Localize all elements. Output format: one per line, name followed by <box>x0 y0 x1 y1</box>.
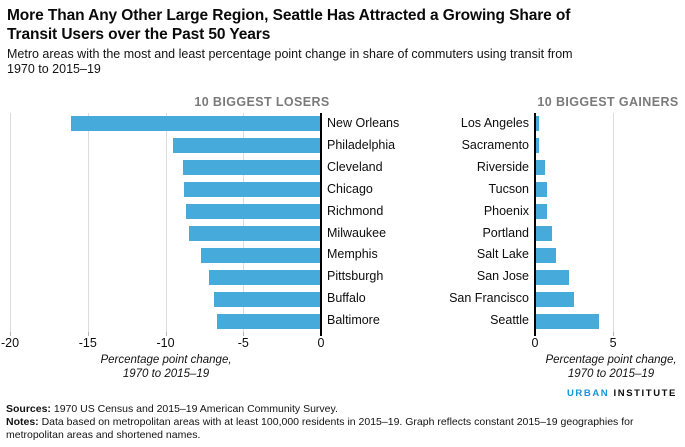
bar-pittsburgh <box>209 269 321 285</box>
losers-panel-title: 10 BIGGEST LOSERS <box>194 95 330 109</box>
bar-chicago <box>184 182 321 198</box>
category-label: Pittsburgh <box>327 269 384 284</box>
losers-category-labels: New Orleans Philadelphia Cleveland Chicago R… <box>327 113 422 332</box>
category-label: Seattle <box>490 313 529 328</box>
tick-mark <box>534 332 536 336</box>
x-tick-label: 0 <box>317 336 325 350</box>
bar-san-jose <box>536 269 569 285</box>
logo-urban-text: URBAN <box>566 388 610 399</box>
category-label: Chicago <box>327 181 373 196</box>
tick-mark <box>87 332 89 336</box>
x-tick-label: 0 <box>531 336 539 350</box>
bar-sacramento <box>536 138 540 154</box>
bar-philadelphia <box>173 138 321 154</box>
category-label: Buffalo <box>327 291 366 306</box>
bar-phoenix <box>536 204 547 220</box>
category-label: Los Angeles <box>460 116 529 130</box>
gridline <box>10 113 11 332</box>
bar-milwaukee <box>188 225 321 241</box>
bar-riverside <box>536 160 546 176</box>
bar-los-angeles <box>536 116 540 132</box>
sources-line: Sources: 1970 US Census and 2015–19 Amer… <box>6 403 642 416</box>
bar-baltimore <box>216 313 321 329</box>
category-label: Cleveland <box>327 159 383 174</box>
notes-label: Notes: <box>6 416 39 428</box>
gridline <box>243 113 245 332</box>
category-label: Philadelphia <box>327 137 396 152</box>
category-label: Sacramento <box>461 137 529 152</box>
zero-axis-line <box>534 113 536 332</box>
category-label: Baltimore <box>327 313 380 328</box>
tick-mark <box>320 332 322 336</box>
tick-mark <box>10 332 11 336</box>
chart-title: More Than Any Other Large Region, Seattl… <box>7 6 679 44</box>
chart-subtitle-line1: Metro areas with the most and least perc… <box>7 47 573 61</box>
zero-axis-line <box>320 113 322 332</box>
category-label: Salt Lake <box>476 247 529 262</box>
bar-new-orleans <box>70 116 321 132</box>
category-label: San Francisco <box>449 291 529 306</box>
x-tick-label: 5 <box>609 336 617 350</box>
losers-x-axis-label: Percentage point change, 1970 to 2015–19 <box>100 353 231 381</box>
sources-text: 1970 US Census and 2015–19 American Comm… <box>50 403 338 415</box>
chart-title-line1: More Than Any Other Large Region, Seattl… <box>7 7 571 24</box>
gridline <box>87 113 89 332</box>
x-tick-label: -15 <box>78 336 97 350</box>
sources-label: Sources: <box>6 403 51 415</box>
bar-portland <box>536 225 552 241</box>
chart-subtitle-line2: 1970 to 2015–19 <box>7 62 101 76</box>
category-label: Tucson <box>488 181 529 196</box>
gainers-x-axis-label-line1: Percentage point change, <box>545 354 677 366</box>
notes-line: Notes: Data based on metropolitan areas … <box>6 416 642 442</box>
losers-x-axis-ticks: -20 -15 -10 -5 0 <box>1 336 325 350</box>
bar-richmond <box>185 204 321 220</box>
bar-tucson <box>536 182 547 198</box>
bar-salt-lake <box>536 247 557 263</box>
bar-seattle <box>536 313 599 329</box>
x-tick-label: -20 <box>0 336 20 350</box>
category-label: New Orleans <box>327 116 400 130</box>
x-tick-label: -5 <box>237 336 249 350</box>
gainers-category-labels: Los Angeles Sacramento Riverside Tucson Phoe… <box>402 113 529 332</box>
bar-cleveland <box>182 160 321 176</box>
footnotes: Sources: 1970 US Census and 2015–19 Amer… <box>6 403 642 442</box>
chart-subtitle: Metro areas with the most and least perc… <box>7 47 667 77</box>
bar-san-francisco <box>536 291 574 307</box>
tick-mark <box>613 332 615 336</box>
category-label: Riverside <box>476 159 529 174</box>
gainers-plot-area <box>534 113 685 336</box>
bar-memphis <box>201 247 321 263</box>
category-label: Richmond <box>327 203 384 218</box>
category-label: San Jose <box>476 269 529 284</box>
x-tick-label: -10 <box>156 336 175 350</box>
category-label: Portland <box>482 225 529 240</box>
losers-x-axis-label-line2: 1970 to 2015–19 <box>122 368 210 380</box>
urban-institute-logo: URBAN INSTITUTE <box>567 388 677 399</box>
losers-x-axis-label-line1: Percentage point change, <box>100 354 232 366</box>
notes-text: Data based on metropolitan areas with at… <box>6 416 634 441</box>
bar-buffalo <box>213 291 321 307</box>
category-label: Milwaukee <box>327 225 387 240</box>
category-label: Memphis <box>327 247 378 262</box>
tick-mark <box>243 332 245 336</box>
chart-title-line2: Transit Users over the Past 50 Years <box>7 26 271 43</box>
gridline <box>165 113 167 332</box>
category-label: Phoenix <box>483 203 529 218</box>
gridline <box>613 113 615 332</box>
gainers-panel-title: 10 BIGGEST GAINERS <box>537 95 679 109</box>
logo-institute-text: INSTITUTE <box>613 388 677 399</box>
gainers-x-axis-label-line2: 1970 to 2015–19 <box>567 368 655 380</box>
gainers-x-axis-label: Percentage point change, 1970 to 2015–19 <box>545 353 676 381</box>
losers-plot-area <box>10 113 322 336</box>
tick-mark <box>165 332 167 336</box>
